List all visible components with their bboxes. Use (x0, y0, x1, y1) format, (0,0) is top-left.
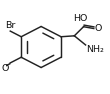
Text: O: O (95, 24, 102, 33)
Text: O: O (2, 64, 9, 73)
Text: Br: Br (5, 21, 15, 30)
Text: HO: HO (73, 14, 88, 23)
Text: NH₂: NH₂ (87, 45, 104, 54)
